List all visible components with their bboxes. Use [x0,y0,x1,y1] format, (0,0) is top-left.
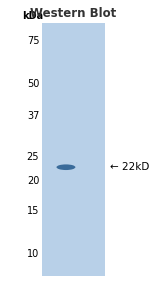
Ellipse shape [57,164,75,170]
Text: kDa: kDa [22,10,43,20]
Title: Western Blot: Western Blot [30,7,117,20]
Text: ← 22kDa: ← 22kDa [110,162,150,172]
